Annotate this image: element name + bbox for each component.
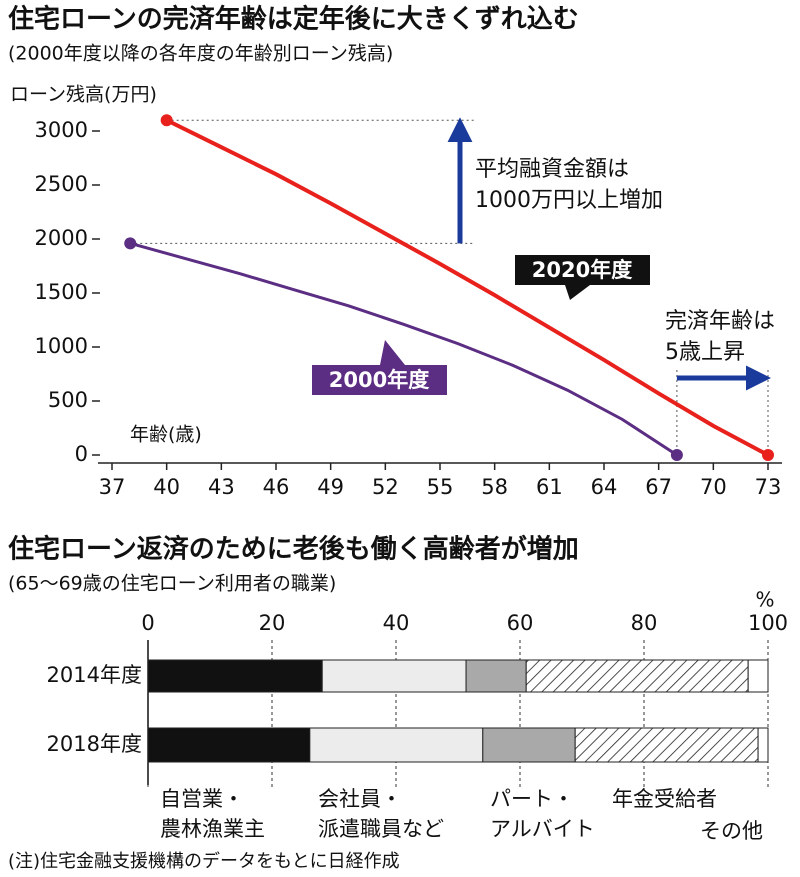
x-tick-label: 60 [507, 611, 534, 635]
legend-label: 2020年度 [532, 258, 632, 282]
legend-label: 派遣職員など [318, 817, 444, 841]
chart-subtitle: (2000年度以降の各年度の年齢別ローン残高) [8, 43, 393, 65]
legend-label: アルバイト [490, 817, 595, 841]
bar-segment [525, 659, 749, 693]
line [129, 241, 678, 457]
x-tick-label: 100 [748, 611, 788, 635]
x-tick-label: 49 [317, 475, 344, 499]
y-tick-label: 500 [48, 388, 88, 412]
chart-title: 住宅ローンの完済年齢は定年後に大きくずれ込む [8, 4, 579, 35]
bar-segment [757, 727, 769, 763]
bar-segment [747, 659, 769, 693]
point [670, 449, 683, 461]
unit-label: % [755, 588, 774, 612]
y-tick-label: 0 [75, 442, 88, 466]
bar-segment [309, 727, 484, 763]
legend-label: 農林漁業主 [160, 817, 265, 841]
x-axis-label: 年齢(歳) [130, 424, 202, 446]
x-tick-label: 40 [153, 475, 180, 499]
bar-segment [482, 727, 576, 763]
x-tick-label: 55 [427, 475, 454, 499]
y-tick-label: 1000 [35, 334, 88, 358]
legend-label: 2000年度 [329, 368, 429, 392]
legend-label: その他 [700, 819, 763, 843]
annotation: 平均融資金額は [475, 157, 629, 182]
legend-label: 会社員・ [318, 787, 402, 811]
point [124, 237, 137, 250]
bar-segment [574, 727, 759, 763]
x-tick-label: 20 [259, 611, 286, 635]
x-tick-label: 80 [631, 611, 658, 635]
legend-label: パート・ [490, 787, 574, 811]
point [762, 449, 774, 461]
bar-segment [465, 659, 527, 693]
bar-segment [147, 727, 311, 763]
x-tick-label: 61 [536, 475, 563, 499]
x-tick-label: 58 [481, 475, 508, 499]
x-tick-label: 0 [141, 611, 154, 635]
series-label-box [312, 365, 447, 395]
label-pointer [380, 340, 405, 365]
x-tick-label: 64 [591, 475, 618, 499]
x-tick-label: 67 [645, 475, 672, 499]
series-label-box [515, 255, 650, 285]
point [160, 114, 173, 127]
annotation: 完済年齢は [665, 309, 775, 334]
legend-label: 年金受給者 [612, 787, 717, 811]
note: (注)住宅金融支援機構のデータをもとに日経作成 [8, 851, 400, 872]
x-tick-label: 70 [700, 475, 727, 499]
y-tick-label: 2014年度 [47, 663, 142, 687]
chart-title: 住宅ローン返済のために老後も働く高齢者が増加 [8, 534, 579, 565]
y-tick-label: 2018年度 [47, 732, 142, 756]
x-tick-label: 46 [263, 475, 290, 499]
y-tick-label: 2000 [35, 226, 88, 250]
y-tick-label: 1500 [35, 280, 88, 304]
annotation: 1000万円以上増加 [475, 188, 663, 213]
line [165, 118, 769, 457]
y-axis-label: ローン残高(万円) [10, 84, 157, 106]
x-tick-label: 52 [372, 475, 399, 499]
x-tick-label: 40 [383, 611, 410, 635]
y-tick-label: 2500 [35, 172, 88, 196]
y-tick-label: 3000 [35, 118, 88, 142]
chart-subtitle: (65～69歳の住宅ローン利用者の職業) [8, 573, 336, 595]
bar-segment [147, 659, 323, 693]
legend-label: 自営業・ [160, 787, 244, 811]
x-tick-label: 37 [99, 475, 126, 499]
bar-segment [321, 659, 467, 693]
label-pointer [565, 285, 590, 300]
annotation: 5歳上昇 [665, 340, 745, 365]
x-tick-label: 43 [208, 475, 235, 499]
x-tick-label: 73 [755, 475, 782, 499]
